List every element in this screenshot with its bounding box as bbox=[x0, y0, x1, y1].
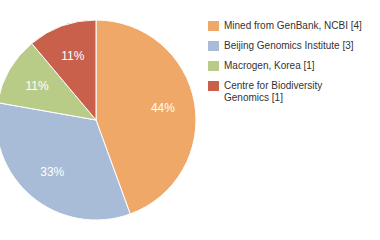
chart: 44% 33% 11% 11% Mined from GenBank, NCBI [4]… bbox=[0, 0, 380, 240]
legend-label-line: Mined from GenBank, NCBI [4] bbox=[224, 20, 362, 31]
data-label: 44% bbox=[151, 101, 175, 115]
slice bbox=[32, 20, 96, 120]
slice bbox=[0, 103, 130, 220]
legend-label: Centre for BiodiversityGenomics [1] bbox=[224, 80, 322, 103]
legend-label-line: Beijing Genomics Institute [3] bbox=[224, 40, 354, 51]
legend-label: Macrogen, Korea [1] bbox=[224, 60, 315, 71]
legend-swatch bbox=[208, 41, 219, 51]
legend-swatch bbox=[208, 61, 219, 71]
legend-swatch bbox=[208, 21, 219, 31]
legend-label-line: Macrogen, Korea [1] bbox=[224, 60, 315, 71]
pie bbox=[0, 20, 196, 220]
legend: Mined from GenBank, NCBI [4] Beijing Geno… bbox=[208, 20, 362, 103]
legend-label: Beijing Genomics Institute [3] bbox=[224, 40, 354, 51]
legend-swatch bbox=[208, 81, 219, 91]
data-labels: 44% 33% 11% 11% bbox=[26, 49, 176, 179]
legend-label: Mined from GenBank, NCBI [4] bbox=[224, 20, 362, 31]
data-label: 33% bbox=[40, 165, 64, 179]
legend-label-line: Centre for Biodiversity bbox=[224, 80, 322, 91]
data-label: 11% bbox=[61, 49, 84, 63]
data-label: 11% bbox=[26, 79, 49, 93]
legend-label-line: Genomics [1] bbox=[224, 92, 283, 103]
